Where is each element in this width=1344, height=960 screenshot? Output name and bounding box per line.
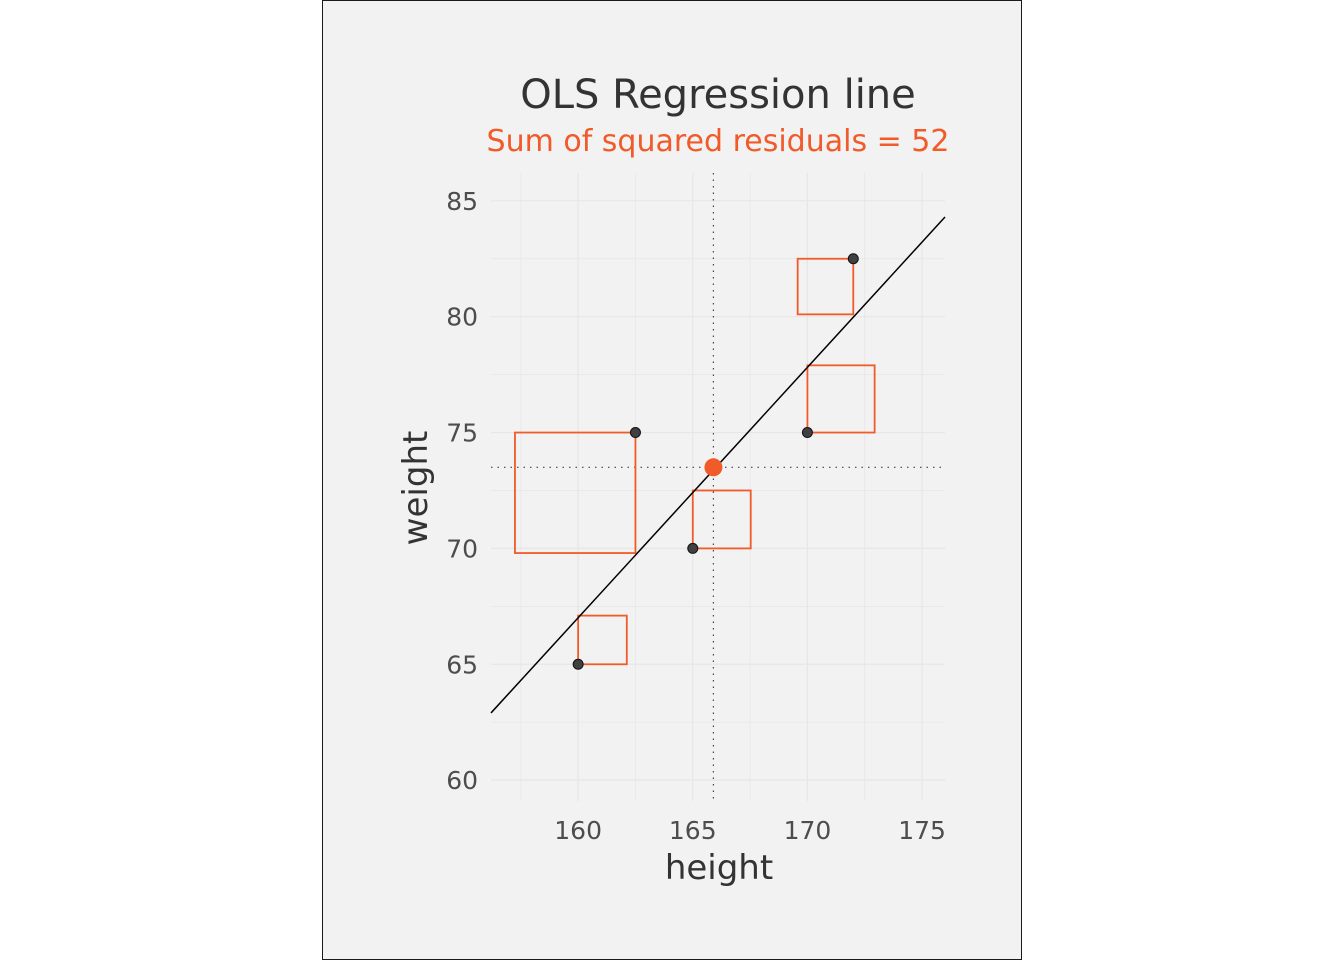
residual-square xyxy=(577,614,628,666)
y-tick-label: 70 xyxy=(446,534,478,563)
data-points xyxy=(572,253,859,670)
regression-chart: 160 165 170 175 60 65 70 75 80 85 OLS Regression … xyxy=(396,72,950,888)
mean-guides xyxy=(491,173,945,801)
data-point xyxy=(847,253,859,265)
x-tick-label: 160 xyxy=(554,816,602,845)
y-tick-label: 80 xyxy=(446,303,478,332)
tick-labels: 160 165 170 175 60 65 70 75 80 85 xyxy=(446,187,946,845)
grid xyxy=(491,173,945,801)
chart-title: OLS Regression line xyxy=(520,72,916,118)
mean-point xyxy=(704,458,723,477)
data-point xyxy=(801,427,813,439)
x-tick-label: 170 xyxy=(784,816,832,845)
data-point xyxy=(629,427,641,439)
y-tick-label: 85 xyxy=(446,187,478,216)
y-axis-title: weight xyxy=(396,431,436,546)
chart-subtitle: Sum of squared residuals = 52 xyxy=(487,124,950,159)
residual-square xyxy=(514,431,637,554)
residual-square xyxy=(806,364,876,434)
residual-square xyxy=(691,489,752,550)
y-tick-label: 65 xyxy=(446,650,478,679)
x-tick-label: 175 xyxy=(898,816,946,845)
y-tick-label: 60 xyxy=(446,766,478,795)
x-tick-label: 165 xyxy=(669,816,717,845)
residual-squares xyxy=(514,257,876,666)
residual-square xyxy=(796,257,855,316)
plot-panel: 160 165 170 175 60 65 70 75 80 85 OLS Regression … xyxy=(322,0,1022,960)
data-point xyxy=(572,658,584,670)
x-axis-title: height xyxy=(665,848,773,888)
data-point xyxy=(687,542,699,554)
y-tick-label: 75 xyxy=(446,419,478,448)
